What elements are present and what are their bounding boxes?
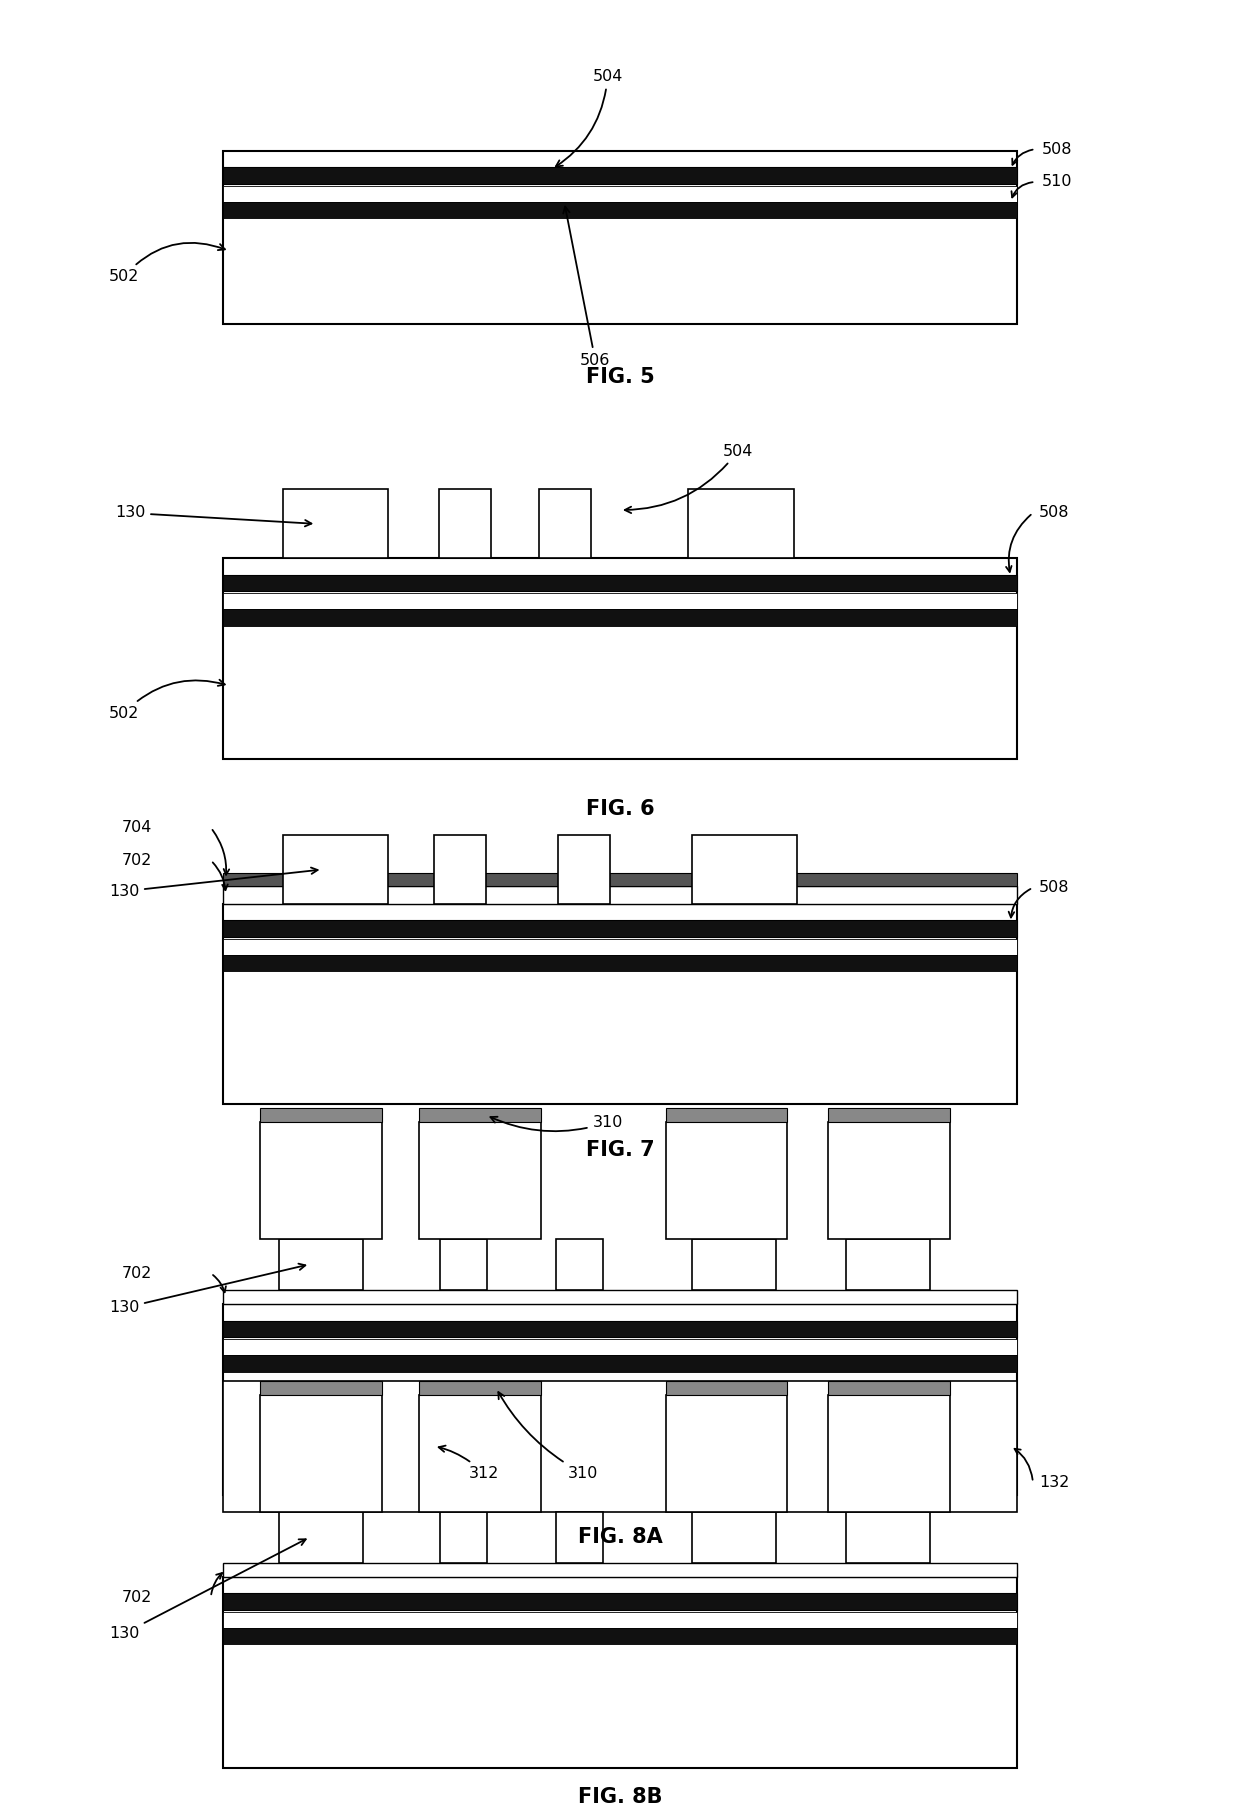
Text: 310: 310 bbox=[491, 1115, 622, 1131]
Text: 510: 510 bbox=[1042, 175, 1073, 189]
Bar bbox=[223, 1593, 1017, 1610]
Text: 132: 132 bbox=[1039, 1475, 1069, 1490]
Bar bbox=[666, 1122, 787, 1239]
Bar bbox=[223, 151, 1017, 324]
Bar bbox=[223, 1355, 1017, 1372]
Bar bbox=[223, 1304, 1017, 1495]
Bar bbox=[419, 1381, 541, 1395]
Text: FIG. 8A: FIG. 8A bbox=[578, 1528, 662, 1546]
Text: 702: 702 bbox=[122, 1590, 151, 1604]
Bar bbox=[692, 1239, 776, 1290]
Bar bbox=[223, 904, 1017, 1104]
Bar bbox=[279, 1512, 363, 1563]
Text: 508: 508 bbox=[1042, 142, 1073, 156]
Text: 310: 310 bbox=[498, 1392, 598, 1481]
Bar bbox=[419, 1395, 541, 1512]
Bar bbox=[846, 1512, 930, 1563]
Bar bbox=[828, 1108, 950, 1122]
Bar bbox=[283, 835, 388, 904]
Text: 504: 504 bbox=[556, 69, 622, 167]
Text: 702: 702 bbox=[122, 1266, 151, 1281]
Bar bbox=[223, 1563, 1017, 1577]
Bar bbox=[419, 1108, 541, 1122]
Bar bbox=[556, 1512, 603, 1563]
Text: 506: 506 bbox=[563, 207, 610, 367]
Text: 130: 130 bbox=[109, 1539, 306, 1641]
Bar bbox=[223, 575, 1017, 591]
Text: 502: 502 bbox=[109, 680, 224, 720]
Text: FIG. 6: FIG. 6 bbox=[585, 800, 655, 819]
Bar bbox=[539, 489, 591, 558]
Bar bbox=[279, 1239, 363, 1290]
Bar bbox=[688, 489, 794, 558]
Text: FIG. 8B: FIG. 8B bbox=[578, 1788, 662, 1806]
Bar bbox=[223, 1381, 1017, 1512]
Text: 130: 130 bbox=[109, 868, 317, 899]
Bar bbox=[260, 1381, 382, 1395]
Bar bbox=[434, 835, 486, 904]
Bar bbox=[223, 920, 1017, 937]
Bar bbox=[223, 873, 1017, 886]
Text: 130: 130 bbox=[115, 506, 311, 526]
Bar bbox=[223, 167, 1017, 184]
Bar bbox=[223, 1290, 1017, 1304]
Bar bbox=[260, 1122, 382, 1239]
Bar bbox=[223, 886, 1017, 904]
Bar bbox=[223, 558, 1017, 759]
Text: 130: 130 bbox=[109, 1264, 305, 1315]
Bar bbox=[223, 609, 1017, 626]
Bar bbox=[556, 1239, 603, 1290]
Bar bbox=[440, 1239, 487, 1290]
Bar bbox=[666, 1381, 787, 1395]
Bar bbox=[692, 835, 797, 904]
Bar bbox=[828, 1122, 950, 1239]
Bar bbox=[558, 835, 610, 904]
Text: 502: 502 bbox=[109, 242, 224, 284]
Text: 704: 704 bbox=[122, 820, 151, 835]
Bar bbox=[223, 186, 1017, 202]
Bar bbox=[419, 1122, 541, 1239]
Bar bbox=[223, 202, 1017, 218]
Text: 508: 508 bbox=[1039, 880, 1070, 895]
Bar bbox=[692, 1512, 776, 1563]
Bar bbox=[283, 489, 388, 558]
Bar bbox=[223, 939, 1017, 955]
Bar bbox=[223, 593, 1017, 609]
Text: 312: 312 bbox=[439, 1446, 498, 1481]
Bar bbox=[223, 1612, 1017, 1628]
Bar bbox=[223, 1321, 1017, 1337]
Bar bbox=[828, 1381, 950, 1395]
Bar bbox=[666, 1108, 787, 1122]
Text: FIG. 7: FIG. 7 bbox=[585, 1141, 655, 1159]
Bar bbox=[260, 1108, 382, 1122]
Bar bbox=[440, 1512, 487, 1563]
Bar bbox=[666, 1395, 787, 1512]
Bar bbox=[260, 1395, 382, 1512]
Text: 702: 702 bbox=[122, 853, 151, 868]
Bar bbox=[223, 1577, 1017, 1768]
Bar bbox=[846, 1239, 930, 1290]
Bar bbox=[439, 489, 491, 558]
Bar bbox=[828, 1395, 950, 1512]
Bar bbox=[223, 1628, 1017, 1644]
Text: 508: 508 bbox=[1039, 506, 1070, 520]
Bar bbox=[223, 955, 1017, 971]
Bar bbox=[223, 1339, 1017, 1355]
Text: 504: 504 bbox=[625, 444, 753, 513]
Text: FIG. 5: FIG. 5 bbox=[585, 367, 655, 386]
